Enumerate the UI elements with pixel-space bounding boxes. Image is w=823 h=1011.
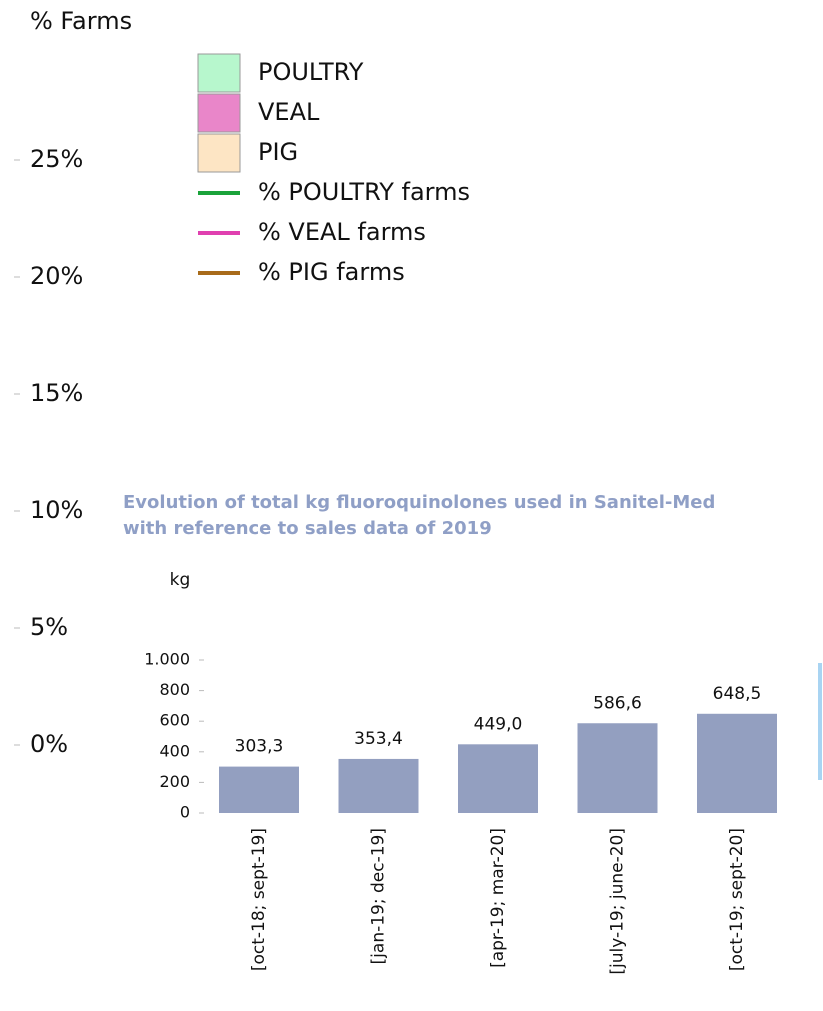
data-label: 586,6 bbox=[593, 693, 642, 713]
legend-label: % POULTRY farms bbox=[258, 178, 470, 206]
legend-swatch bbox=[197, 133, 241, 173]
y-tick-label: 600 bbox=[159, 711, 190, 730]
x-tick-label: [oct-19; sept-20] bbox=[727, 828, 747, 971]
y-tick-label: 400 bbox=[159, 741, 190, 760]
bar bbox=[697, 713, 777, 813]
chart-title: Evolution of total kg fluoroquinolones u… bbox=[123, 492, 715, 513]
y-tick-label: 10% bbox=[30, 496, 83, 524]
y-tick-label: 0% bbox=[30, 730, 68, 758]
bar bbox=[338, 758, 419, 813]
legend-label: % VEAL farms bbox=[258, 218, 426, 246]
legend-label: POULTRY bbox=[258, 58, 364, 86]
legend-swatch bbox=[197, 53, 241, 93]
legend-swatch bbox=[197, 93, 241, 133]
y-tick-label: 25% bbox=[30, 145, 83, 173]
y-tick-label: 0 bbox=[180, 803, 190, 822]
decoration bbox=[818, 663, 822, 780]
data-label: 648,5 bbox=[713, 684, 762, 704]
data-label: 449,0 bbox=[474, 714, 523, 734]
y-axis-label: kg bbox=[170, 570, 191, 590]
y-axis-label: % Farms bbox=[30, 7, 132, 35]
y-tick-label: 5% bbox=[30, 613, 68, 641]
x-tick-label: [july-19; june-20] bbox=[608, 828, 628, 975]
data-label: 353,4 bbox=[354, 729, 403, 749]
legend-label: PIG bbox=[258, 138, 298, 166]
bar bbox=[219, 766, 299, 813]
x-tick-label: [jan-19; dec-19] bbox=[369, 828, 389, 964]
y-tick-label: 15% bbox=[30, 379, 83, 407]
chart-title: with reference to sales data of 2019 bbox=[123, 518, 492, 539]
y-tick-label: 200 bbox=[159, 772, 190, 791]
legend-label: VEAL bbox=[258, 98, 320, 126]
x-tick-label: [oct-18; sept-19] bbox=[249, 828, 269, 971]
legend-label: % PIG farms bbox=[258, 258, 405, 286]
bar bbox=[577, 723, 658, 813]
y-tick-label: 800 bbox=[159, 680, 190, 699]
data-label: 303,3 bbox=[235, 737, 284, 757]
y-tick-label: 20% bbox=[30, 262, 83, 290]
y-tick-label: 1.000 bbox=[144, 650, 190, 669]
x-tick-label: [apr-19; mar-20] bbox=[488, 828, 508, 968]
bar bbox=[458, 744, 538, 813]
